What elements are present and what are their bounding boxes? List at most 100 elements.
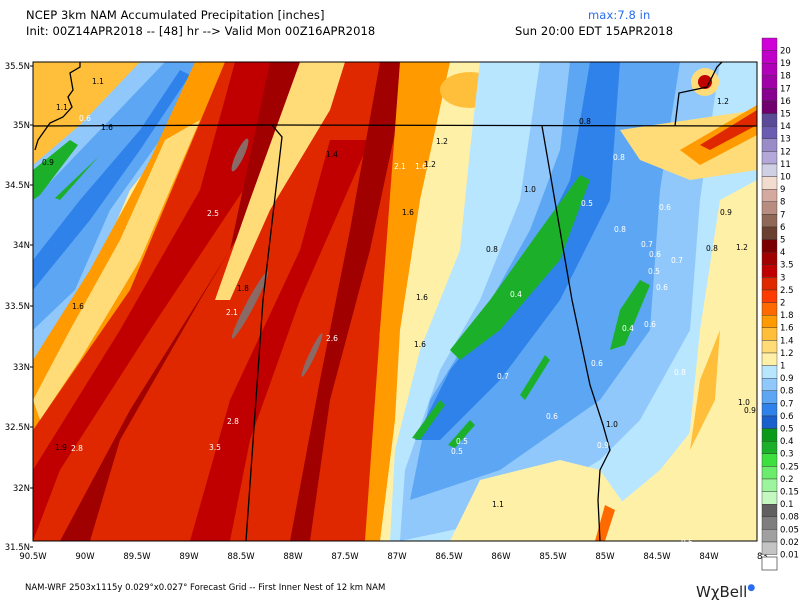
lon-tick-label: 90W [75,552,95,562]
colorbar-swatch [761,516,778,530]
colorbar-swatch [761,491,778,505]
colorbar-label: 16 [780,97,791,107]
lat-tick-label: 34.5N [5,181,30,191]
tennessee-border [32,124,758,127]
colorbar-label: 0.6 [780,412,794,422]
colorbar-swatch [761,340,778,354]
lon-tick-label: 86W [491,552,511,562]
alabama-georgia-border [541,125,611,542]
colorbar-label: 4 [780,248,785,258]
colorbar-swatch [761,352,778,366]
lon-tick-label: 84W [699,552,719,562]
max-value-label: max:7.8 in [588,8,651,22]
lat-tick-label: 33N [13,363,30,373]
colorbar-swatch [761,529,778,543]
value-label: 0.5 [581,199,593,208]
colorbar-swatch [761,113,778,127]
colorbar-label: 0.8 [780,387,794,397]
value-label: 1.0 [738,398,750,407]
colorbar-label: 1.2 [780,349,794,359]
value-label: 0.8 [706,244,718,253]
value-label: 1.2 [424,160,436,169]
lon-tick-label: 89.5W [123,552,151,562]
value-label: 0.4 [510,290,522,299]
map-title: NCEP 3km NAM Accumulated Precipitation [… [26,8,325,22]
lon-tick-label: 89W [179,552,199,562]
value-label: 2.8 [71,444,83,453]
colorbar-swatch [761,226,778,240]
value-label: 0.9 [42,158,54,167]
value-label: 0.9 [597,441,609,450]
precip-field [33,62,757,541]
lon-tick-label: 87.5W [331,552,359,562]
colorbar-swatch [761,151,778,165]
colorbar-label: 0.25 [780,462,799,472]
footer-grid-info: NAM-WRF 2503x1115y 0.029°x0.027° Forecas… [25,583,386,593]
colorbar-swatch [761,365,778,379]
value-label: 2.1 [226,308,238,317]
value-label: 0.6 [649,250,661,259]
value-label: 0.6 [591,359,603,368]
colorbar-label: 1.4 [780,336,794,346]
value-label: 0.9 [744,406,756,415]
colorbar-label: 2 [780,299,785,309]
lat-tick-label: 32.5N [5,423,30,433]
value-label: 0.7 [497,372,509,381]
value-label: 0.6 [681,538,693,547]
lon-tick-label: 87W [387,552,407,562]
lon-tick-label: 90.5W [19,552,47,562]
colorbar-swatch [761,478,778,492]
colorbar-label: 10 [780,173,791,183]
colorbar-swatch [761,441,778,455]
colorbar-empty-box [761,556,778,571]
colorbar-swatch [761,37,778,51]
colorbar-label: 17 [780,84,791,94]
value-label: 1.2 [736,243,748,252]
value-label: 0.5 [456,437,468,446]
colorbar-label: 7 [780,210,785,220]
colorbar-swatch [761,289,778,303]
colorbar-label: 0.05 [780,525,799,535]
lat-tick-label: 31.5N [5,543,30,553]
value-label: 0.8 [674,368,686,377]
colorbar-swatch [761,125,778,139]
colorbar-label: 0.4 [780,437,794,447]
colorbar-label: 13 [780,135,791,145]
value-label: 1.6 [415,162,427,171]
colorbar-label: 8 [780,198,785,208]
valid-local-time: Sun 20:00 EDT 15APR2018 [515,24,674,38]
value-label: 1.1 [56,103,68,112]
value-label: 1.6 [72,302,84,311]
colorbar-swatch [761,428,778,442]
value-label: 2.5 [207,209,219,218]
colorbar-swatch [761,403,778,417]
value-label: 1.1 [92,77,104,86]
mississippi-alabama-border [245,124,283,542]
lat-tick-label: 34N [13,241,30,251]
colorbar-label: 0.15 [780,488,799,498]
value-label: 0.8 [486,245,498,254]
map-frame [32,61,758,542]
lon-tick-label: 86.5W [435,552,463,562]
value-label: 3.5 [209,443,221,452]
value-label: 1.2 [436,137,448,146]
colorbar-swatch [761,188,778,202]
value-label: 0.9 [720,208,732,217]
colorbar-label: 14 [780,122,791,132]
latitude-axis: 35.5N 35N 34.5N 34N 33.5N 33N 32.5N 32N 31.5N [5,62,33,553]
colorbar-label: 19 [780,59,791,69]
colorbar-swatch [761,415,778,429]
value-label: 1.6 [101,123,113,132]
value-label: 0.8 [579,117,591,126]
lon-tick-label: 85.5W [539,552,567,562]
colorbar-swatch [761,88,778,102]
value-label: 1.6 [414,340,426,349]
value-label: 1.0 [524,185,536,194]
colorbar-swatch [761,277,778,291]
lon-tick-label: 88.5W [227,552,255,562]
tennessee-nc-border [674,61,723,127]
colorbar-label: 5 [780,236,785,246]
value-label: 1.4 [326,150,338,159]
colorbar-swatch [761,176,778,190]
logo-dot-icon: ● [747,583,756,593]
